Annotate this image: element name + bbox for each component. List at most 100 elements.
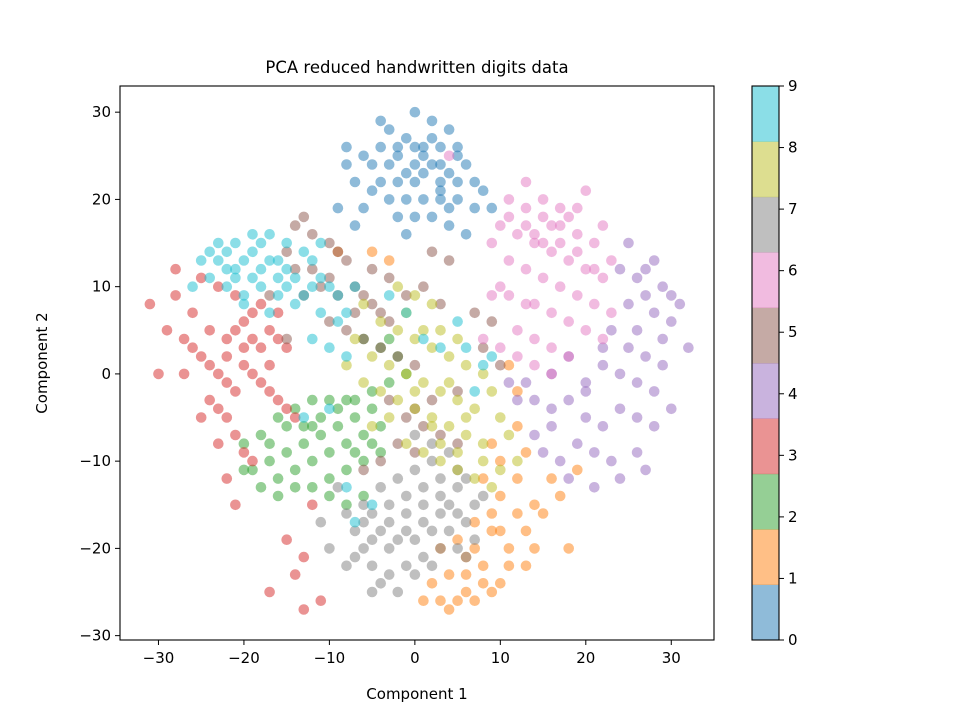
data-point (401, 167, 412, 179)
data-point (255, 429, 267, 441)
data-point (358, 202, 369, 214)
data-point (572, 202, 583, 214)
data-point (375, 525, 387, 537)
data-point (349, 176, 361, 188)
data-point (375, 447, 387, 458)
data-point (486, 290, 498, 301)
data-point (366, 263, 378, 275)
data-point (289, 298, 301, 310)
data-point (563, 473, 574, 484)
data-point (366, 386, 378, 397)
data-point (349, 307, 361, 319)
data-point (178, 333, 190, 345)
data-point (452, 543, 463, 554)
data-point (597, 342, 609, 354)
data-point (366, 508, 378, 519)
data-point (418, 447, 429, 458)
data-point (580, 263, 592, 275)
data-point (435, 386, 446, 397)
data-point (281, 403, 293, 415)
data-point (648, 421, 660, 432)
data-point (435, 455, 446, 467)
data-point (230, 499, 241, 511)
data-point (418, 421, 429, 432)
data-point (255, 482, 267, 493)
data-point (409, 403, 421, 415)
data-point (452, 394, 463, 406)
data-point (230, 290, 241, 301)
colorbar-segment (752, 86, 779, 142)
x-tick-label: 0 (410, 649, 420, 667)
data-point (401, 490, 412, 502)
data-point (640, 263, 651, 275)
data-point (341, 394, 352, 406)
data-point (554, 202, 566, 214)
data-point (589, 482, 600, 493)
data-point (520, 447, 532, 458)
data-point (238, 298, 250, 310)
data-point (435, 543, 446, 554)
data-point (443, 220, 455, 231)
data-point (409, 106, 421, 118)
x-tick-label: −20 (228, 649, 260, 667)
colorbar-tick-label: 9 (788, 77, 798, 95)
data-point (324, 543, 335, 554)
data-point (272, 333, 284, 345)
data-point (580, 412, 592, 423)
colorbar-segment (752, 363, 779, 419)
data-point (307, 255, 318, 266)
data-point (170, 263, 181, 275)
data-point (529, 237, 540, 249)
data-point (640, 290, 651, 301)
data-point (204, 359, 215, 371)
data-point (332, 403, 344, 415)
colorbar-tick-label: 0 (788, 631, 798, 649)
data-point (520, 176, 532, 188)
data-point (503, 560, 515, 572)
data-point (529, 429, 540, 441)
data-point (358, 464, 369, 476)
data-point (213, 403, 224, 415)
data-point (460, 229, 472, 240)
data-point (452, 482, 463, 493)
data-point (349, 551, 361, 563)
y-tick-label: −20 (79, 539, 111, 557)
data-point (383, 159, 395, 170)
data-point (272, 307, 284, 319)
data-point (537, 447, 549, 458)
data-point (307, 455, 318, 467)
data-point (537, 237, 549, 249)
data-point (307, 394, 318, 406)
data-point (477, 560, 489, 572)
data-point (392, 150, 404, 162)
data-point (264, 455, 275, 467)
data-point (204, 246, 215, 258)
data-point (666, 316, 677, 327)
data-point (315, 307, 327, 319)
data-point (529, 543, 540, 554)
data-point (264, 255, 275, 266)
data-point (477, 359, 489, 371)
data-point (554, 490, 566, 502)
data-point (238, 342, 250, 354)
data-point (307, 482, 318, 493)
data-point (563, 316, 574, 327)
data-point (409, 464, 421, 476)
data-point (324, 394, 335, 406)
data-point (580, 185, 592, 196)
data-point (418, 281, 429, 293)
data-point (341, 359, 352, 371)
data-point (332, 290, 344, 301)
plot-frame (119, 85, 715, 641)
data-point (349, 281, 361, 293)
data-point (572, 246, 583, 258)
data-point (460, 516, 472, 528)
data-point (631, 412, 643, 423)
data-point (460, 429, 472, 441)
data-point (537, 272, 549, 284)
data-point (495, 490, 506, 502)
x-tick-label: 30 (662, 649, 681, 667)
data-point (495, 342, 506, 354)
data-point (614, 403, 626, 415)
data-point (255, 342, 267, 354)
